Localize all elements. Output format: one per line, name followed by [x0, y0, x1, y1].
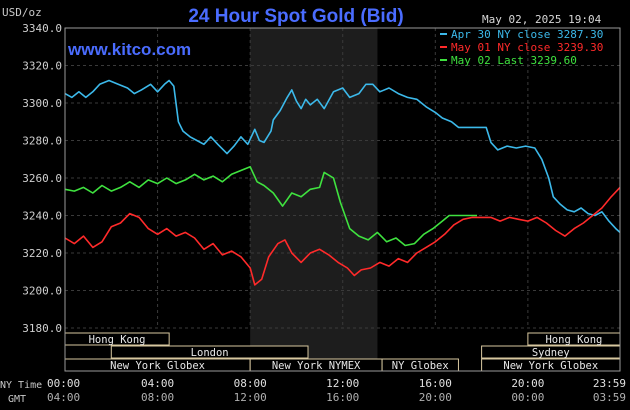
plot-frame [64, 27, 621, 372]
y-tick-label: 3240.0 [22, 210, 62, 223]
gmt-tick: 20:00 [419, 391, 452, 404]
session-label: NY Globex [392, 360, 449, 372]
watermark: www.kitco.com [67, 40, 191, 59]
y-tick-label: 3180.0 [22, 322, 62, 335]
session-label: New York NYMEX [272, 360, 361, 372]
series-line-2 [64, 166, 477, 247]
session-label: Sydney [532, 347, 570, 359]
y-axis-ticks: 3180.0 3200.0 3220.0 3240.0 3260.0 3280.0 3300… [22, 22, 62, 335]
y-tick-label: 3300.0 [22, 97, 62, 110]
gmt-tick: 04:00 [47, 391, 80, 404]
session-2: New York Globex [64, 358, 251, 372]
grid [64, 27, 621, 329]
session-5: Hong Kong [527, 332, 621, 346]
ny-session-highlight [250, 28, 378, 371]
ny-time-tick: 12:00 [326, 377, 359, 390]
series-line-1 [64, 186, 621, 286]
y-tick-label: 3200.0 [22, 285, 62, 298]
timestamp: May 02, 2025 19:04 [482, 13, 602, 26]
ny-time-tick: 04:00 [141, 377, 174, 390]
chart-title: 24 Hour Spot Gold (Bid) [188, 6, 403, 27]
session-label: London [191, 347, 229, 359]
legend: Apr 30 NY close 3287.30 May 01 NY close … [440, 28, 603, 67]
y-tick-label: 3260.0 [22, 172, 62, 185]
gmt-tick: 16:00 [326, 391, 359, 404]
legend-apr30: Apr 30 NY close 3287.30 [451, 28, 603, 41]
session-band [250, 28, 378, 371]
session-label: New York Globex [110, 360, 205, 372]
gmt-tick: 12:00 [234, 391, 267, 404]
session-label: New York Globex [503, 360, 598, 372]
session-3: New York NYMEX [249, 358, 383, 372]
y-tick-label: 3320.0 [22, 60, 62, 73]
session-label: Hong Kong [89, 334, 146, 346]
session-0: Hong Kong [64, 332, 170, 346]
ny-time-tick: 16:00 [419, 377, 452, 390]
session-bar [110, 345, 309, 359]
session-1: London [110, 345, 309, 359]
legend-may01: May 01 NY close 3239.30 [451, 41, 603, 54]
session-7: New York Globex [481, 358, 621, 372]
series-lines [64, 79, 621, 286]
session-6: Sydney [481, 345, 621, 359]
ny-time-tick: 23:59 [593, 377, 626, 390]
session-label: Hong Kong [545, 334, 602, 346]
gmt-label: GMT [8, 394, 26, 405]
ny-time-tick: 00:00 [47, 377, 80, 390]
units-label: USD/oz [2, 6, 42, 19]
gmt-tick: 00:00 [511, 391, 544, 404]
ny-time-tick: 08:00 [234, 377, 267, 390]
y-tick-label: 3280.0 [22, 135, 62, 148]
series-line-0 [64, 79, 621, 233]
y-tick-label: 3340.0 [22, 22, 62, 35]
gmt-tick: 08:00 [141, 391, 174, 404]
ny-time-tick: 20:00 [511, 377, 544, 390]
gmt-tick: 03:59 [593, 391, 626, 404]
x-axis-ticks: 00:0004:0004:0008:0008:0012:0012:0016:00… [47, 377, 626, 404]
legend-may02: May 02 Last 3239.60 [451, 54, 577, 67]
session-4: NY Globex [381, 358, 459, 372]
ny-time-label: NY Time [0, 380, 42, 391]
y-tick-label: 3220.0 [22, 247, 62, 260]
